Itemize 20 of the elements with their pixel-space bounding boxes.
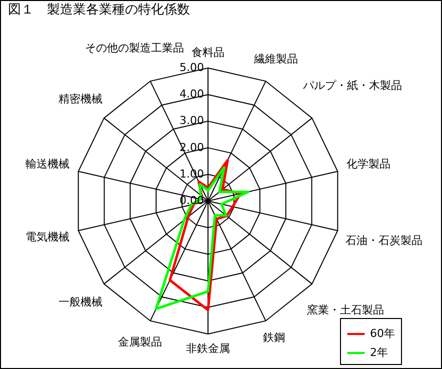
spoke-label: 非鉄金属: [186, 342, 230, 355]
chart-title: 図１ 製造業各業種の特化係数: [8, 2, 190, 18]
y-tick-label: 4.00: [180, 88, 204, 101]
spoke-label: その他の製造工業品: [85, 42, 184, 55]
spoke-label: パルプ・紙・木製品: [302, 78, 402, 92]
spoke-label: 金属製品: [118, 335, 162, 348]
spoke-label: 電気機械: [26, 230, 70, 244]
legend-label: 2年: [370, 346, 388, 359]
y-tick-label: 5.00: [180, 61, 204, 74]
spoke-label: 食料品: [192, 46, 224, 59]
spoke-label: 石油・石炭製品: [346, 234, 423, 248]
spoke-label: 一般機械: [58, 296, 103, 309]
y-tick-label: 3.00: [180, 114, 204, 128]
spoke-label: 繊維製品: [253, 52, 298, 66]
spoke-label: 精密機械: [58, 92, 103, 106]
spoke-label: 窯業・土石製品: [307, 304, 384, 317]
legend-label: 60年: [370, 327, 395, 340]
spoke-label: 輸送機械: [26, 157, 70, 170]
spoke-label: 鉄鋼: [263, 331, 286, 344]
spoke-label: 化学製品: [346, 157, 390, 170]
